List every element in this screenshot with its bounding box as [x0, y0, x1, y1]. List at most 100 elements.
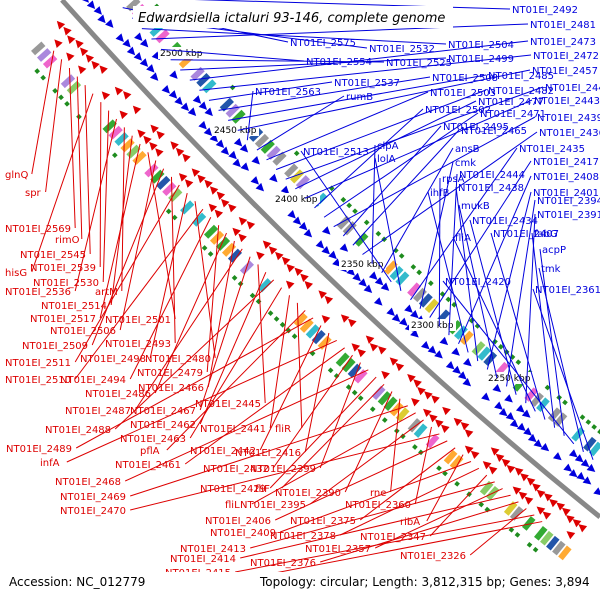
marker-dot [340, 196, 347, 203]
forward-gene-arrow [115, 33, 124, 42]
feature-block [102, 119, 117, 134]
reverse-leader-line [269, 295, 290, 429]
reverse-gene-arrow [556, 502, 566, 511]
forward-gene-arrow [168, 90, 178, 99]
reverse-gene-arrow [524, 496, 534, 505]
forward-gene-arrow [269, 173, 278, 183]
reverse-gene-arrow [482, 461, 492, 470]
gene-label-forward: NT01EI_2537 [334, 78, 400, 89]
feature-block [377, 391, 392, 406]
reverse-gene-arrow [357, 348, 367, 358]
marker-dot [207, 251, 214, 257]
reverse-leader-line [199, 256, 251, 411]
reverse-leader-line [149, 193, 188, 359]
marker-dot [375, 230, 382, 237]
forward-gene-arrow [540, 442, 550, 452]
reverse-leader-line [74, 184, 180, 363]
feature-block [219, 97, 234, 112]
gene-label-reverse: NT01EI_2378 [270, 531, 336, 542]
gene-label-forward: NT01EI_2532 [369, 44, 435, 55]
feature-block [299, 318, 314, 333]
feature-block [354, 232, 369, 247]
gene-label-reverse: NT01EI_2406 [205, 516, 271, 527]
gene-label-reverse: NT01EI_2445 [195, 399, 261, 410]
marker-dot [428, 280, 434, 287]
feature-block [156, 175, 171, 190]
reverse-gene-arrow [501, 458, 511, 467]
gene-label-forward: fliA [455, 233, 471, 244]
feature-block [266, 145, 281, 160]
kbp-tick-label: 2350 kbp [341, 260, 384, 270]
gene-label-reverse: glnQ [5, 170, 28, 181]
reverse-gene-arrow [532, 483, 541, 492]
gene-label-reverse: NT01EI_2486 [85, 389, 151, 400]
reverse-gene-arrow [268, 246, 278, 255]
reverse-gene-arrow [578, 524, 588, 533]
gene-label-forward: NT01EI_2407 [493, 229, 559, 240]
gene-label-reverse: NT01EI_2510 [5, 375, 71, 386]
forward-leader-line [371, 144, 376, 264]
gene-label-forward: NT01EI_2513 [303, 147, 369, 158]
reverse-leader-line [184, 347, 345, 465]
reverse-gene-arrow [300, 273, 309, 283]
forward-gene-arrow [251, 155, 260, 165]
reverse-leader-line [114, 279, 275, 430]
forward-leader-line [189, 40, 529, 81]
feature-block [571, 427, 585, 442]
marker-dot [393, 247, 399, 254]
gene-label-reverse: NT01EI_2416 [235, 448, 301, 459]
forward-gene-arrow [580, 458, 590, 468]
reverse-gene-arrow [149, 142, 158, 151]
forward-gene-arrow [358, 278, 367, 287]
reverse-gene-arrow [182, 153, 191, 163]
forward-leader-line [151, 23, 529, 40]
reverse-gene-arrow [423, 408, 432, 418]
forward-gene-arrow [321, 226, 331, 235]
reverse-gene-arrow [54, 39, 63, 48]
forward-gene-arrow [410, 309, 419, 319]
feature-block [203, 224, 219, 239]
marker-dot [333, 373, 340, 379]
reverse-gene-arrow [378, 346, 387, 355]
marker-dot [515, 359, 522, 366]
reverse-leader-line [76, 76, 83, 240]
reverse-gene-arrow [221, 198, 230, 208]
feature-block [335, 352, 350, 367]
gene-label-forward: NT01EI_2482 [488, 86, 554, 97]
kbp-tick-label: 2400 kbp [275, 195, 318, 205]
gene-label-reverse: NT01EI_2360 [345, 500, 411, 511]
gene-label-forward: NT01EI_2465 [461, 126, 527, 137]
feature-block [190, 66, 205, 81]
marker-dot [229, 84, 236, 91]
reverse-leader-line [129, 216, 212, 380]
reverse-leader-line [309, 419, 424, 505]
marker-dot [112, 152, 118, 158]
marker-dot [562, 399, 568, 406]
reverse-gene-arrow [434, 419, 444, 428]
reverse-gene-arrow [216, 191, 226, 200]
reverse-gene-arrow [143, 135, 152, 145]
feature-block [546, 535, 560, 551]
reverse-gene-arrow [209, 186, 219, 195]
forward-leader-line [374, 157, 402, 291]
marker-dot [579, 414, 586, 421]
forward-gene-arrow [93, 6, 102, 15]
reverse-leader-line [359, 447, 456, 521]
gene-label-forward: NT01EI_2485 [488, 71, 554, 82]
forward-leader-line [452, 236, 536, 412]
marker-dot [597, 428, 600, 435]
reverse-leader-line [251, 412, 416, 505]
reverse-gene-arrow [238, 217, 248, 226]
gene-label-reverse: spr [25, 188, 42, 199]
kbp-tick-label: 2500 kbp [160, 49, 203, 59]
gene-label-forward: NT01EI_2473 [530, 37, 596, 48]
marker-dot [474, 323, 481, 329]
marker-dot [526, 541, 533, 548]
reverse-gene-arrow [66, 52, 75, 62]
reverse-gene-arrow [286, 263, 295, 273]
gene-label-reverse: fliR [275, 424, 291, 435]
feature-block [413, 423, 428, 438]
gene-label-reverse: rne [370, 488, 386, 499]
feature-block [371, 385, 386, 401]
forward-gene-arrow [146, 64, 155, 73]
